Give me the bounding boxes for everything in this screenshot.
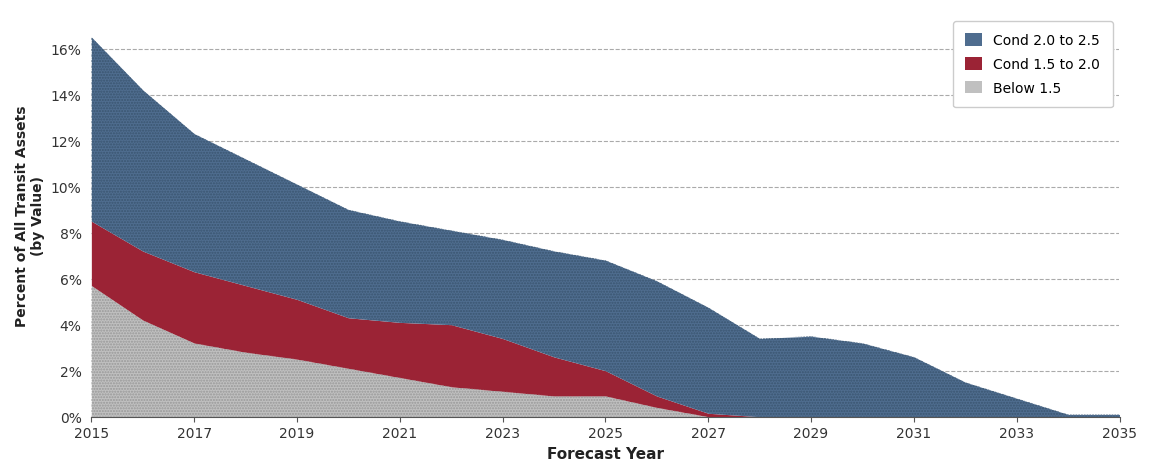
X-axis label: Forecast Year: Forecast Year [547, 446, 664, 461]
Legend: Cond 2.0 to 2.5, Cond 1.5 to 2.0, Below 1.5: Cond 2.0 to 2.5, Cond 1.5 to 2.0, Below … [953, 22, 1113, 108]
Y-axis label: Percent of All Transit Assets
(by Value): Percent of All Transit Assets (by Value) [15, 105, 45, 327]
